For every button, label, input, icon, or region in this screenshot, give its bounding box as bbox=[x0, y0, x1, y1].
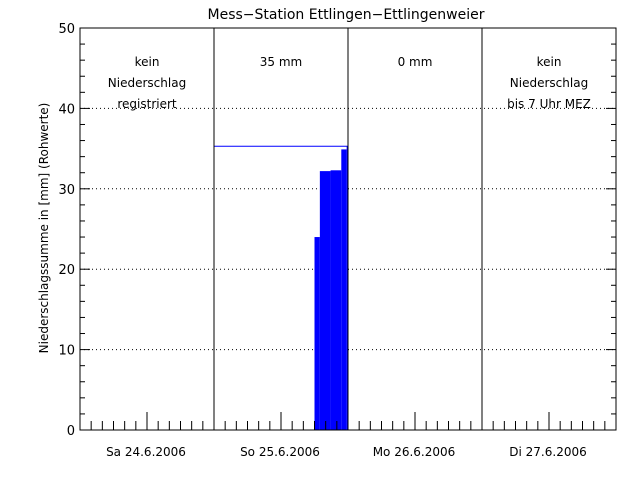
bar-1 bbox=[319, 171, 331, 430]
panel-annotations: kein Niederschlag registriert 35 mm 0 mm kein… bbox=[108, 55, 591, 111]
y-tick-label: 10 bbox=[58, 344, 75, 359]
panel-text: Niederschlag bbox=[510, 76, 588, 90]
y-tick-label: 30 bbox=[58, 183, 75, 198]
panel-text: bis 7 Uhr MEZ bbox=[507, 97, 591, 111]
precipitation-bars bbox=[214, 145, 348, 431]
y-tick-label: 0 bbox=[67, 424, 75, 439]
y-tick-label: 40 bbox=[58, 102, 75, 117]
panel-text: 0 mm bbox=[398, 55, 433, 69]
bar-3 bbox=[341, 149, 347, 431]
bar-2 bbox=[330, 170, 342, 431]
chart-title: Mess−Station Ettlingen−Ettlingenweier bbox=[208, 7, 485, 23]
axis-tick-labels: 0 10 20 30 40 50 Sa 24.6.2006 So 25.6.2006 Mo 26… bbox=[58, 22, 586, 459]
panel-text: registriert bbox=[117, 97, 177, 111]
bar-0 bbox=[314, 237, 320, 430]
x-day-label: Sa 24.6.2006 bbox=[106, 445, 186, 459]
panel-text: kein bbox=[537, 55, 562, 69]
x-day-label: Mo 26.6.2006 bbox=[373, 445, 456, 459]
panel-text: 35 mm bbox=[260, 55, 302, 69]
y-tick-label: 20 bbox=[58, 263, 75, 278]
panel-text: kein bbox=[135, 55, 160, 69]
x-day-label: So 25.6.2006 bbox=[240, 445, 320, 459]
bar-4 bbox=[346, 146, 348, 431]
x-day-label: Di 27.6.2006 bbox=[509, 445, 586, 459]
y-tick-label: 50 bbox=[58, 22, 75, 37]
axis-ticks bbox=[80, 27, 616, 431]
panel-text: Niederschlag bbox=[108, 76, 186, 90]
y-axis-label: Niederschlagssumme in [mm] (Rohwerte) bbox=[37, 103, 51, 354]
